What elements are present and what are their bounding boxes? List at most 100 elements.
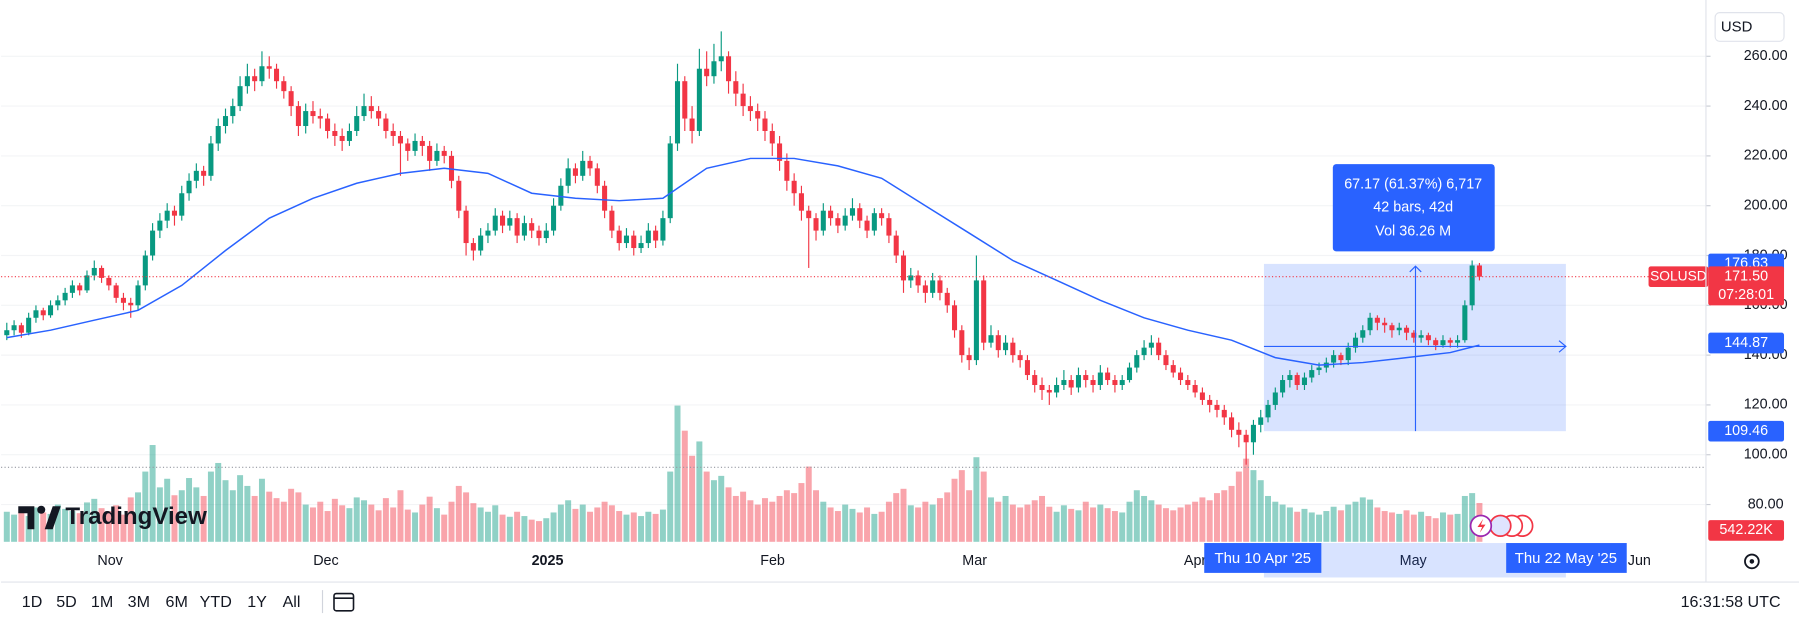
candle-body bbox=[346, 130, 352, 141]
candle-body bbox=[376, 111, 382, 119]
y-tick-label: 220.00 bbox=[1744, 148, 1788, 164]
volume-bar bbox=[164, 478, 171, 542]
range-button[interactable]: 6M bbox=[166, 593, 188, 611]
candle-body bbox=[1272, 392, 1278, 405]
candle-body bbox=[91, 267, 97, 276]
volume-bar bbox=[630, 512, 637, 542]
volume-bar bbox=[32, 507, 39, 542]
volume-bar bbox=[1039, 495, 1046, 542]
candle-body bbox=[1178, 372, 1184, 381]
volume-bar bbox=[710, 480, 717, 542]
volume-bar bbox=[966, 490, 973, 542]
range-button[interactable]: 1Y bbox=[247, 593, 267, 611]
volume-bar bbox=[864, 507, 871, 542]
volume-bar bbox=[98, 508, 105, 542]
candle-body bbox=[1476, 265, 1482, 277]
settings-icon[interactable] bbox=[1744, 553, 1760, 570]
candle-body bbox=[1170, 365, 1176, 373]
volume-bar bbox=[331, 498, 338, 542]
candle-body bbox=[354, 116, 360, 131]
candle-body bbox=[835, 218, 841, 226]
volume-bar bbox=[1060, 505, 1067, 542]
candle-body bbox=[150, 230, 156, 256]
volume-bar bbox=[455, 485, 462, 542]
calendar-icon[interactable] bbox=[321, 590, 355, 614]
candle-body bbox=[514, 218, 520, 236]
volume-bar bbox=[696, 441, 703, 542]
volume-bar bbox=[689, 455, 696, 542]
range-button[interactable]: YTD bbox=[200, 593, 232, 611]
candle-body bbox=[405, 143, 411, 151]
volume-bar bbox=[76, 513, 83, 542]
volume-bar bbox=[499, 514, 506, 542]
candle-body bbox=[427, 145, 433, 161]
candle-body bbox=[470, 243, 476, 251]
candle-body bbox=[674, 81, 681, 144]
clock: 16:31:58 UTC bbox=[1681, 593, 1781, 611]
volume-bar bbox=[1082, 501, 1089, 542]
candle-body bbox=[922, 285, 928, 293]
volume-bar bbox=[69, 511, 76, 542]
x-tick-label: Nov bbox=[97, 553, 123, 569]
candle-body bbox=[186, 180, 192, 194]
candle-body bbox=[798, 193, 804, 211]
currency-label[interactable]: USD bbox=[1721, 18, 1753, 35]
volume-bar bbox=[397, 490, 404, 542]
volume-bar bbox=[1090, 507, 1097, 542]
volume-bar bbox=[171, 495, 178, 542]
candle-body bbox=[390, 130, 396, 136]
volume-bar bbox=[215, 462, 222, 542]
candle-body bbox=[755, 111, 761, 119]
candle-body bbox=[1068, 380, 1074, 388]
candle-body bbox=[521, 223, 527, 236]
range-button[interactable]: 1M bbox=[91, 593, 113, 611]
volume-bar bbox=[594, 507, 601, 542]
volume-bar bbox=[915, 507, 922, 542]
candle-body bbox=[288, 91, 294, 107]
x-tick-label: 2025 bbox=[532, 553, 564, 569]
volume-bar bbox=[1359, 497, 1366, 542]
candle-body bbox=[1309, 370, 1315, 378]
volume-bar bbox=[273, 498, 280, 542]
volume-bar bbox=[601, 501, 608, 542]
measure-arrow-up bbox=[1409, 265, 1422, 273]
candle-body bbox=[667, 143, 673, 219]
candle-body bbox=[237, 86, 243, 107]
range-button[interactable]: 3M bbox=[128, 593, 150, 611]
candle-body bbox=[478, 235, 484, 251]
symbol-tag-box bbox=[1648, 266, 1709, 288]
currency-button[interactable] bbox=[1714, 12, 1785, 42]
volume-bar bbox=[1031, 500, 1038, 542]
range-button[interactable]: All bbox=[283, 593, 301, 611]
range-button[interactable]: 5D bbox=[56, 593, 77, 611]
volume-bar bbox=[368, 504, 375, 542]
candle-body bbox=[1265, 404, 1271, 418]
volume-bar bbox=[237, 475, 244, 542]
measure-tooltip-text: Vol 36.26 M bbox=[1375, 224, 1451, 240]
range-button[interactable]: 1D bbox=[22, 593, 43, 611]
candle-body bbox=[1236, 429, 1242, 435]
volume-bar bbox=[550, 512, 557, 542]
candle-body bbox=[820, 210, 826, 231]
volume-bar bbox=[412, 512, 419, 542]
volume-bar bbox=[229, 490, 236, 542]
candle-body bbox=[128, 302, 134, 306]
volume-bar bbox=[1330, 506, 1337, 542]
candle-body bbox=[784, 160, 790, 181]
measure-low-label-box bbox=[1708, 420, 1785, 442]
x-tick-label: Apr bbox=[1184, 553, 1207, 569]
volume-layer bbox=[3, 405, 1483, 542]
volume-bar bbox=[1214, 493, 1220, 542]
candle-body bbox=[274, 68, 280, 82]
volume-bar bbox=[200, 495, 207, 542]
candle-body bbox=[893, 235, 899, 256]
candle-body bbox=[849, 208, 855, 216]
candle-body bbox=[1360, 330, 1366, 338]
volume-bar bbox=[142, 471, 149, 542]
candle-body bbox=[645, 230, 651, 244]
volume-label: 542.22K bbox=[1719, 522, 1773, 538]
candle-body bbox=[623, 235, 629, 244]
volume-bar bbox=[477, 507, 484, 542]
volume-bar bbox=[1148, 500, 1155, 542]
measure-end-label: Thu 22 May '25 bbox=[1515, 550, 1617, 567]
